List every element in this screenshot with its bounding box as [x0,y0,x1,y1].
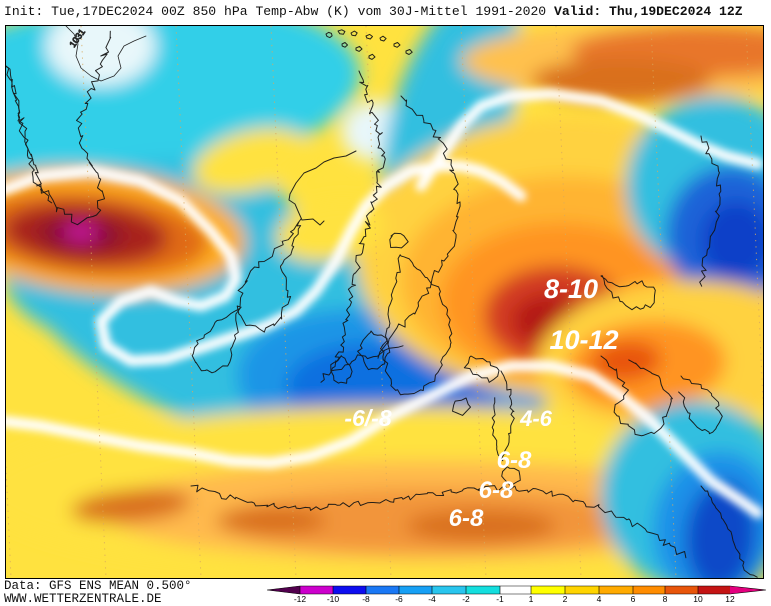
svg-text:8-10: 8-10 [544,274,598,304]
svg-text:-10: -10 [327,594,340,604]
svg-text:2: 2 [563,594,568,604]
svg-text:10-12: 10-12 [549,325,618,355]
svg-text:4: 4 [597,594,602,604]
svg-text:6: 6 [631,594,636,604]
svg-text:4-6: 4-6 [519,406,553,431]
svg-text:-2: -2 [462,594,470,604]
svg-text:6-8: 6-8 [497,447,532,474]
svg-text:1: 1 [529,594,534,604]
svg-text:-4: -4 [428,594,436,604]
svg-text:-12: -12 [294,594,307,604]
svg-text:10: 10 [693,594,703,604]
svg-text:6-8: 6-8 [449,505,484,532]
svg-text:-1: -1 [496,594,504,604]
svg-text:8: 8 [663,594,668,604]
svg-text:-6/-8: -6/-8 [344,405,392,431]
svg-text:-6: -6 [395,594,403,604]
svg-text:6-8: 6-8 [479,477,514,504]
svg-text:12: 12 [725,594,735,604]
svg-text:-8: -8 [362,594,370,604]
